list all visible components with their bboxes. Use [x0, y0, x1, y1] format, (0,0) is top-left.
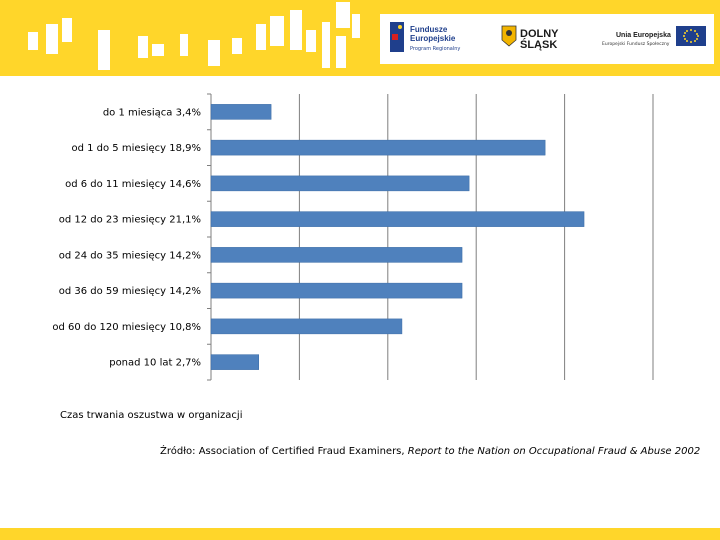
- source-note: Źródło: Association of Certified Fraud E…: [160, 446, 700, 457]
- fe-logo-sub: Program Regionalny: [410, 46, 460, 52]
- eu-flag-icon: [676, 26, 706, 46]
- category-label-3: od 6 do 11 miesięcy 14,6%: [65, 179, 201, 190]
- bar-2: [210, 139, 546, 156]
- pattern-square: [336, 36, 346, 68]
- pattern-square: [138, 36, 148, 58]
- fe-logo-line2: Europejskie: [410, 34, 456, 43]
- x-axis-label: Czas trwania oszustwa w organizacji: [60, 410, 243, 421]
- category-label-5: od 24 do 35 miesięcy 14,2%: [59, 250, 201, 261]
- ds-logo: DOLNY ŚLĄSK: [501, 25, 559, 51]
- bar-4: [210, 211, 585, 227]
- pattern-square: [352, 14, 360, 38]
- pattern-square: [62, 18, 72, 42]
- bar-chart: do 1 miesiąca 3,4% od 1 do 5 miesięcy 18,…: [52, 93, 654, 381]
- footer-bar: [0, 528, 720, 540]
- pattern-square: [270, 16, 284, 46]
- logos-svg: Fundusze Europejskie Program Regionalny …: [390, 22, 706, 52]
- bar-7: [210, 318, 403, 335]
- pattern-square: [46, 24, 58, 54]
- pattern-square: [180, 34, 188, 56]
- eu-logo-sub: Europejski Fundusz Społeczny: [602, 41, 670, 47]
- category-label-7: od 60 do 120 miesięcy 10,8%: [52, 322, 201, 333]
- grid-layer: [207, 93, 654, 381]
- pattern-square: [232, 38, 242, 54]
- bar-1: [210, 104, 272, 120]
- source-title: Report to the Nation on Occupational Fra…: [407, 446, 701, 457]
- pattern-square: [98, 30, 110, 70]
- pattern-square: [336, 2, 350, 28]
- ds-logo-line2: ŚLĄSK: [520, 38, 557, 51]
- source-prefix: Źródło: Association of Certified Fraud E…: [160, 446, 408, 457]
- category-label-2: od 1 do 5 miesięcy 18,9%: [71, 143, 201, 154]
- eu-logo: Unia Europejska Europejski Fundusz Społe…: [602, 26, 706, 47]
- pattern-square: [152, 44, 164, 56]
- fe-logo-line1: Fundusze: [410, 25, 448, 34]
- bar-6: [210, 282, 463, 299]
- bars-layer: [210, 104, 585, 370]
- pattern-square: [306, 30, 316, 52]
- pattern-square: [322, 22, 330, 68]
- pattern-square: [290, 10, 302, 50]
- pattern-square: [256, 24, 266, 50]
- fe-logo: Fundusze Europejskie Program Regionalny: [390, 22, 460, 52]
- bar-3: [210, 175, 470, 192]
- category-label-4: od 12 do 23 miesięcy 21,1%: [59, 215, 201, 226]
- logo-strip: Fundusze Europejskie Program Regionalny …: [380, 14, 714, 64]
- category-label-1: do 1 miesiąca 3,4%: [103, 107, 201, 118]
- ds-logo-line1: DOLNY: [520, 28, 559, 40]
- bar-5: [210, 247, 463, 263]
- category-labels: do 1 miesiąca 3,4% od 1 do 5 miesięcy 18,…: [52, 107, 201, 368]
- pattern-square: [28, 32, 38, 50]
- header-banner: Fundusze Europejskie Program Regionalny …: [0, 0, 720, 76]
- category-label-8: ponad 10 lat 2,7%: [109, 358, 201, 369]
- pattern-square: [208, 40, 220, 66]
- category-label-6: od 36 do 59 miesięcy 14,2%: [59, 286, 201, 297]
- bar-8: [210, 354, 259, 370]
- eu-logo-line1: Unia Europejska: [616, 32, 671, 39]
